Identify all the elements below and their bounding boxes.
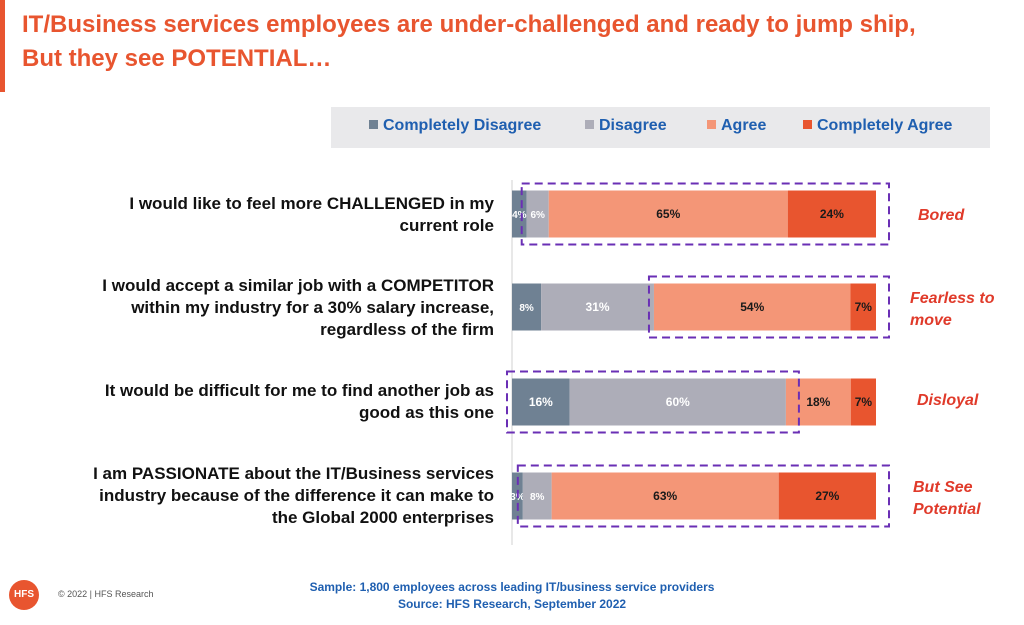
data-label-completely-agree-row-3: 7%: [855, 395, 873, 409]
legend-item-completely-disagree: Completely Disagree: [369, 117, 541, 135]
callout-line: Fearless to: [910, 290, 995, 307]
row-label-line: good as this one: [358, 403, 494, 422]
bar-completely-agree-row-1: [787, 190, 876, 238]
highlight-box-row-3: [506, 370, 800, 434]
legend-swatch: [803, 120, 812, 129]
bar-completely-agree-row-2: [850, 283, 876, 331]
legend-swatch: [707, 120, 716, 129]
data-label-completely-agree-row-4: 27%: [815, 489, 839, 503]
title-accent-bar: [0, 0, 5, 92]
row-label-passionate: I am PASSIONATE about the IT/Business se…: [24, 463, 494, 529]
data-label-disagree-row-3: 60%: [666, 395, 690, 409]
bar-completely-agree-row-4: [778, 472, 876, 520]
data-label-completely-disagree-row-1: 4%: [512, 210, 527, 221]
bar-completely-disagree-row-2: [512, 283, 542, 331]
legend-label: Agree: [721, 117, 767, 134]
data-label-agree-row-2: 54%: [740, 300, 764, 314]
callout-bored: Bored: [918, 205, 964, 227]
sample-note: Sample: 1,800 employees across leading I…: [309, 580, 715, 594]
highlight-box-row-2: [647, 275, 891, 339]
row-label-line: I would like to feel more CHALLENGED in …: [129, 194, 494, 213]
legend-label: Completely Disagree: [383, 117, 542, 134]
callout-line: But See: [913, 479, 973, 496]
row-label-line: I am PASSIONATE about the IT/Business se…: [93, 464, 494, 483]
legend-label: Completely Agree: [817, 117, 953, 134]
row-label-line: current role: [399, 216, 494, 235]
title-line-1: IT/Business services employees are under…: [22, 11, 916, 38]
copyright-text: © 2022 | HFS Research: [58, 589, 154, 599]
legend-item-agree: Agree: [707, 117, 766, 135]
row-label-line: within my industry for a 30% salary incr…: [131, 298, 494, 317]
data-label-disagree-row-1: 6%: [531, 210, 546, 221]
source-note: Source: HFS Research, September 2022: [397, 597, 627, 611]
title-line-2: But they see POTENTIAL…: [22, 45, 332, 72]
callout-line: Disloyal: [917, 392, 979, 409]
bar-disagree-row-4: [522, 472, 552, 520]
callout-line: Potential: [913, 501, 981, 518]
row-label-line: I would accept a similar job with a COMP…: [102, 276, 494, 295]
bar-completely-disagree-row-3: [512, 378, 570, 426]
legend-label: Disagree: [599, 117, 667, 134]
data-label-completely-disagree-row-2: 8%: [519, 303, 534, 314]
bar-disagree-row-1: [526, 190, 549, 238]
data-label-completely-agree-row-1: 24%: [820, 207, 844, 221]
bar-disagree-row-2: [541, 283, 654, 331]
row-label-competitor: I would accept a similar job with a COMP…: [24, 275, 494, 341]
bar-disagree-row-3: [569, 378, 786, 426]
callout-potential: But See Potential: [913, 477, 981, 521]
callout-fearless: Fearless to move: [910, 288, 994, 332]
bar-completely-disagree-row-1: [512, 190, 527, 238]
row-label-line: regardless of the firm: [320, 320, 494, 339]
row-label-line: It would be difficult for me to find ano…: [104, 381, 494, 400]
bar-agree-row-3: [785, 378, 851, 426]
footer-note: Sample: 1,800 employees across leading I…: [0, 579, 1024, 613]
data-label-disagree-row-2: 31%: [586, 300, 610, 314]
legend-item-completely-agree: Completely Agree: [803, 117, 952, 135]
chart-legend: Completely Disagree Disagree Agree Compl…: [331, 107, 990, 148]
data-label-completely-agree-row-2: 7%: [855, 300, 873, 314]
slide-title: IT/Business services employees are under…: [22, 8, 1017, 76]
callout-disloyal: Disloyal: [917, 390, 978, 412]
row-label-difficult: It would be difficult for me to find ano…: [24, 380, 494, 424]
bar-agree-row-4: [551, 472, 779, 520]
highlight-box-row-4: [516, 464, 890, 528]
data-label-agree-row-3: 18%: [806, 395, 830, 409]
highlight-box-row-1: [520, 182, 891, 246]
bar-agree-row-1: [548, 190, 788, 238]
data-label-agree-row-4: 63%: [653, 489, 677, 503]
row-label-line: the Global 2000 enterprises: [271, 508, 494, 527]
bar-agree-row-2: [653, 283, 851, 331]
row-label-line: industry because of the difference it ca…: [99, 486, 494, 505]
bar-completely-agree-row-3: [850, 378, 876, 426]
callout-line: move: [910, 312, 952, 329]
legend-swatch: [585, 120, 594, 129]
legend-swatch: [369, 120, 378, 129]
row-label-challenged: I would like to feel more CHALLENGED in …: [24, 193, 494, 237]
callout-line: Bored: [918, 207, 965, 224]
data-label-completely-disagree-row-3: 16%: [529, 395, 553, 409]
legend-item-disagree: Disagree: [585, 117, 667, 135]
data-label-agree-row-1: 65%: [656, 207, 680, 221]
hfs-logo: HFS: [9, 580, 39, 610]
data-label-disagree-row-4: 8%: [530, 492, 545, 503]
